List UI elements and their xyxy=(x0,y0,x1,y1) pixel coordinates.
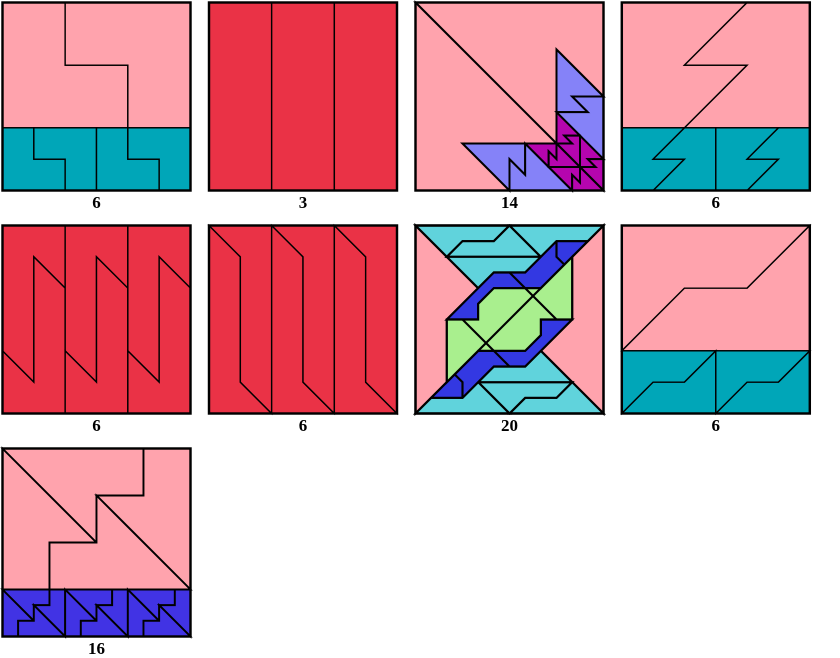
svg-text:16: 16 xyxy=(88,639,105,658)
svg-text:6: 6 xyxy=(712,416,721,435)
svg-text:6: 6 xyxy=(299,416,308,435)
svg-text:6: 6 xyxy=(712,193,721,212)
svg-text:6: 6 xyxy=(92,416,101,435)
svg-text:6: 6 xyxy=(92,193,101,212)
svg-text:3: 3 xyxy=(299,193,308,212)
svg-text:20: 20 xyxy=(501,416,518,435)
svg-text:14: 14 xyxy=(501,193,519,212)
